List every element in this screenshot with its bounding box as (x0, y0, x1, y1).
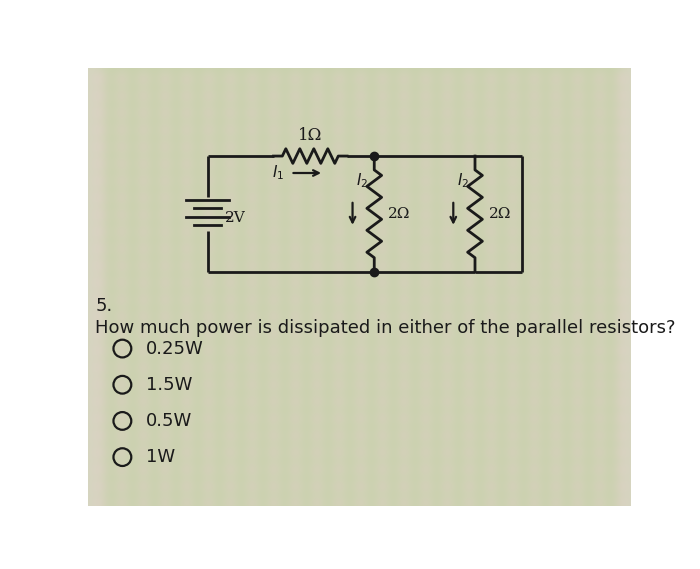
Text: 1W: 1W (146, 448, 175, 466)
Text: 2V: 2V (225, 211, 246, 225)
Text: 2Ω: 2Ω (489, 207, 511, 221)
Text: 1.5W: 1.5W (146, 376, 192, 394)
Text: 0.25W: 0.25W (146, 340, 204, 357)
Text: 1Ω: 1Ω (298, 127, 323, 144)
Text: $\it{I}_1$: $\it{I}_1$ (272, 164, 284, 182)
Text: $\it{I}_2$: $\it{I}_2$ (356, 171, 369, 190)
Text: How much power is dissipated in either of the parallel resistors?: How much power is dissipated in either o… (95, 319, 676, 336)
Text: 0.5W: 0.5W (146, 412, 192, 430)
Text: 2Ω: 2Ω (389, 207, 411, 221)
Text: 5.: 5. (95, 297, 113, 315)
Text: $\it{I}_2$: $\it{I}_2$ (457, 171, 469, 190)
